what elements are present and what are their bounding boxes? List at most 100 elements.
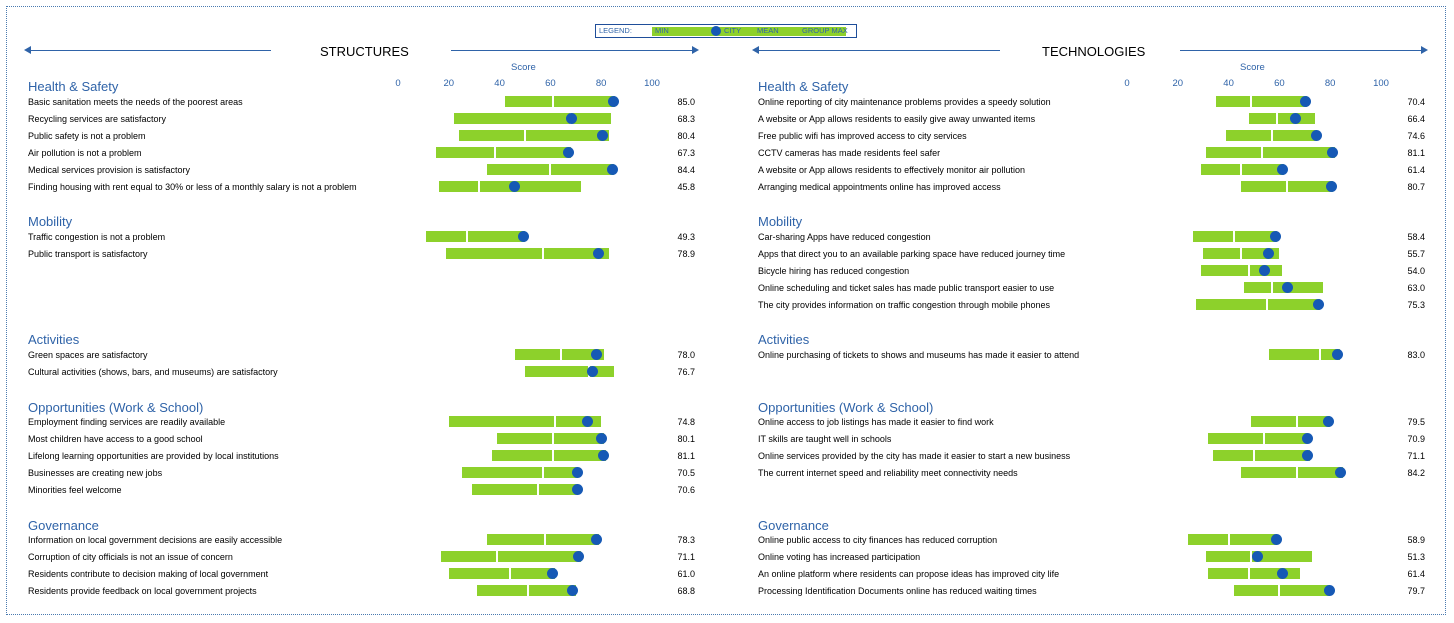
range-bar	[448, 416, 602, 427]
item-label: Finding housing with rent equal to 30% o…	[28, 181, 357, 192]
range-bar	[1208, 567, 1300, 579]
mean-marker	[1250, 96, 1253, 107]
city-dot	[567, 584, 579, 596]
range-bar	[1200, 163, 1285, 175]
mean-marker	[1247, 264, 1250, 276]
value-label: 80.4	[677, 130, 695, 141]
category-heading: Governance	[28, 518, 99, 533]
value-label: 58.9	[1407, 535, 1425, 545]
value-label: 74.8	[677, 417, 695, 427]
item-label: Air pollution is not a problem	[28, 147, 142, 158]
value-label: 81.1	[677, 450, 695, 461]
tick-label: 100	[1373, 78, 1389, 89]
range-bar	[1248, 112, 1315, 124]
range-bar	[1233, 584, 1331, 596]
value-label: 71.1	[1407, 450, 1425, 461]
range-bar	[497, 432, 604, 444]
category-heading: Health & Safety	[758, 79, 849, 94]
item-label: Recycling services are satisfactory	[28, 113, 167, 124]
mean-marker	[559, 349, 562, 360]
city-dot	[1290, 112, 1302, 124]
city-dot	[1258, 264, 1270, 276]
item-label: IT skills are taught well in schools	[758, 433, 892, 444]
range-bar	[476, 584, 576, 596]
range-bar	[436, 146, 571, 158]
range-bar	[504, 96, 616, 107]
range-bar	[458, 129, 609, 141]
item-label: Online scheduling and ticket sales has m…	[758, 282, 1055, 293]
item-label: Apps that direct you to an available par…	[758, 248, 1066, 259]
category-heading: Opportunities (Work & School)	[758, 400, 934, 415]
tick-label: 0	[395, 78, 401, 89]
city-dot	[606, 163, 618, 175]
mean-marker	[1260, 146, 1263, 158]
item-label: Medical services provision is satisfacto…	[28, 164, 191, 175]
mean-marker	[478, 180, 481, 192]
value-label: 66.4	[1407, 113, 1425, 124]
city-dot	[1251, 550, 1263, 562]
range-bar	[1193, 231, 1277, 242]
value-label: 79.7	[1407, 585, 1425, 596]
city-dot	[1301, 432, 1313, 444]
value-label: 81.1	[1407, 147, 1425, 158]
city-dot	[517, 231, 529, 242]
panel-title-structures: STRUCTURES	[320, 44, 409, 59]
value-label: 55.7	[1407, 248, 1425, 259]
range-bar	[446, 247, 609, 259]
range-bar	[1187, 534, 1277, 545]
item-label: Information on local government decision…	[28, 535, 283, 545]
axis-label-score: Score	[511, 62, 536, 73]
range-bar	[1213, 449, 1310, 461]
right-arrow-icon	[692, 46, 699, 54]
item-label: Free public wifi has improved access to …	[758, 130, 967, 141]
city-dot	[547, 567, 559, 579]
value-label: 84.2	[1407, 467, 1425, 478]
mean-marker	[551, 432, 554, 444]
item-label: Businesses are creating new jobs	[28, 467, 163, 478]
item-label: An online platform where residents can p…	[758, 568, 1060, 579]
legend-city: CITY	[724, 26, 742, 35]
value-label: 45.8	[677, 181, 695, 192]
mean-marker	[508, 567, 511, 579]
category-heading: Governance	[758, 518, 829, 533]
city-dot	[508, 180, 520, 192]
item-label: Online reporting of city maintenance pro…	[758, 97, 1051, 107]
item-label: Minorities feel welcome	[28, 484, 122, 495]
tick-label: 80	[595, 78, 607, 89]
city-dot	[582, 416, 594, 427]
legend-group-max: GROUP MAX	[802, 26, 848, 35]
item-label: Car-sharing Apps have reduced congestion	[758, 232, 931, 242]
mean-marker	[551, 449, 554, 461]
mean-marker	[541, 466, 544, 478]
city-dot	[1262, 247, 1274, 259]
city-dot	[573, 550, 585, 562]
item-label: Public transport is satisfactory	[28, 248, 148, 259]
city-dot	[598, 449, 610, 461]
value-label: 79.5	[1407, 417, 1425, 427]
city-dot	[1312, 298, 1324, 310]
item-label: Public safety is not a problem	[28, 130, 146, 141]
item-label: Lifelong learning opportunities are prov…	[28, 450, 279, 461]
range-bar	[1269, 349, 1341, 360]
range-bar	[448, 567, 556, 579]
item-label: Residents contribute to decision making …	[28, 568, 269, 579]
legend-bar	[652, 27, 846, 36]
tick-label: 40	[494, 78, 505, 89]
range-bar	[453, 112, 612, 124]
legend-mean: MEAN	[757, 26, 779, 35]
city-dot	[595, 432, 607, 444]
value-label: 71.1	[677, 551, 695, 562]
range-bar	[441, 550, 581, 562]
value-label: 84.4	[677, 164, 695, 175]
value-label: 80.7	[1407, 181, 1425, 192]
legend: LEGEND: MIN CITY MEAN GROUP MAX	[595, 24, 857, 38]
mean-marker	[1275, 112, 1278, 124]
axis-label-score: Score	[1240, 62, 1265, 73]
mean-marker	[1296, 466, 1299, 478]
item-label: Basic sanitation meets the needs of the …	[28, 97, 243, 107]
city-dot	[563, 146, 575, 158]
left-arrow-icon	[752, 46, 759, 54]
category-heading: Health & Safety	[28, 79, 119, 94]
category-heading: Mobility	[28, 214, 73, 229]
mean-marker	[541, 247, 544, 259]
